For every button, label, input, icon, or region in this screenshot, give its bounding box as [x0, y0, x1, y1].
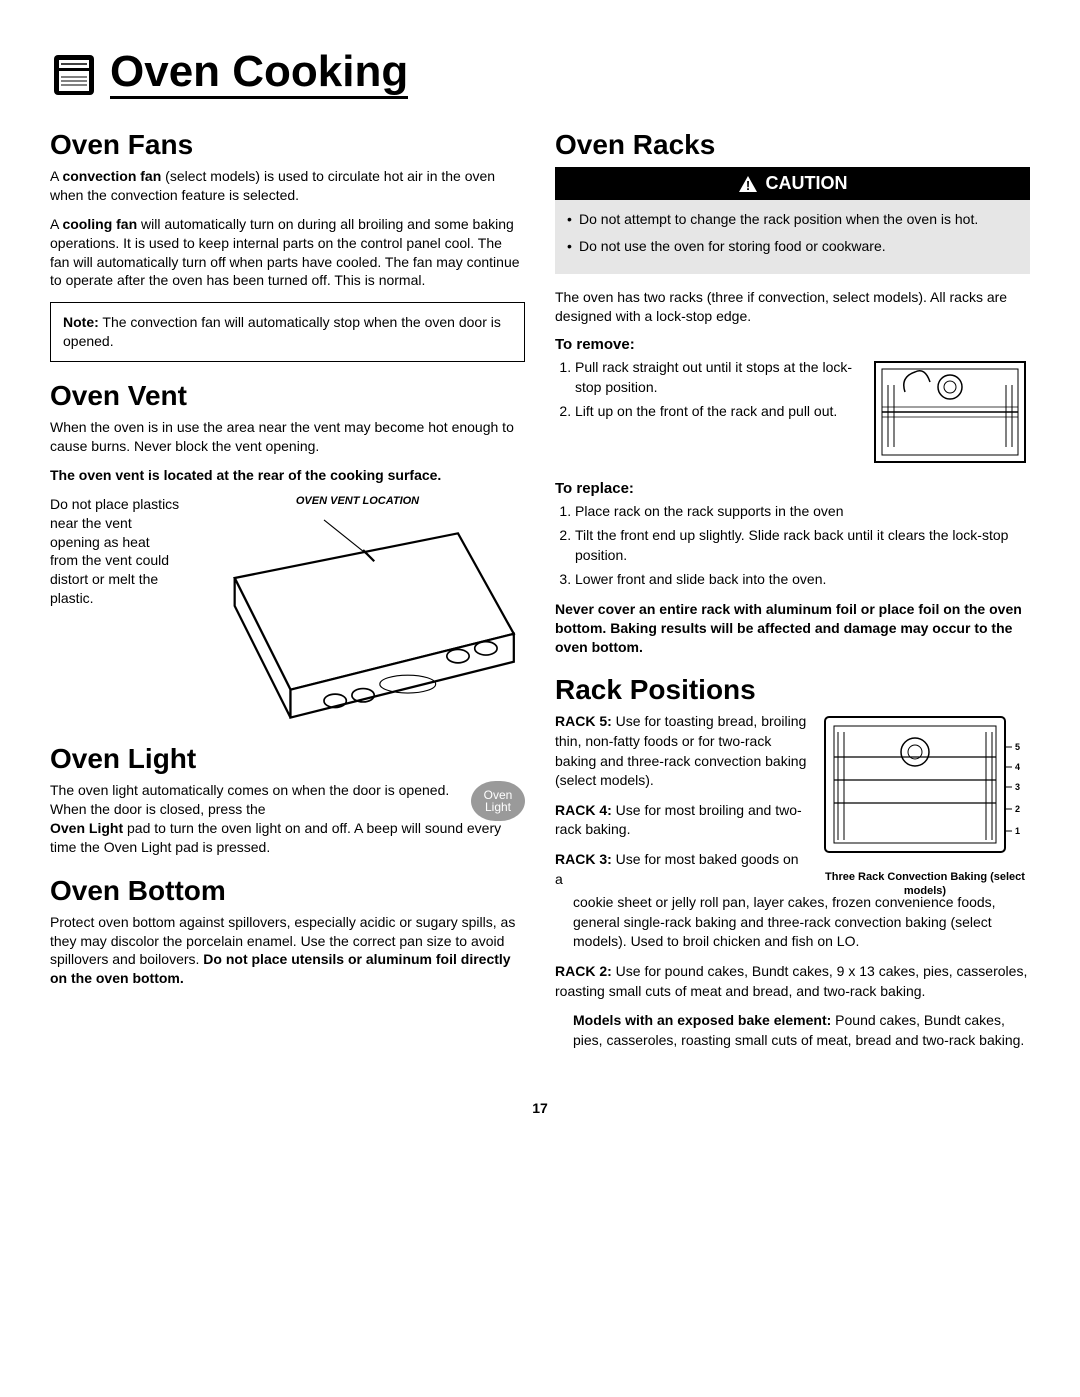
light-p1-part1: The oven light automatically comes on wh…	[50, 781, 461, 819]
text-bold: convection fan	[62, 168, 161, 184]
remove-row: Pull rack straight out until it stops at…	[555, 357, 1030, 472]
text: A	[50, 168, 62, 184]
rack-position-item: RACK 4: Use for most broiling and two-ra…	[555, 801, 808, 840]
heading-oven-fans: Oven Fans	[50, 129, 525, 161]
page-title-row: Oven Cooking	[50, 50, 1030, 99]
rack-position-item: RACK 2: Use for pound cakes, Bundt cakes…	[555, 962, 1030, 1001]
remove-figure	[870, 357, 1030, 472]
remove-step: Pull rack straight out until it stops at…	[575, 357, 860, 398]
caution-bar: ! CAUTION	[555, 167, 1030, 200]
remove-steps: Pull rack straight out until it stops at…	[555, 357, 860, 426]
heading-oven-racks: Oven Racks	[555, 129, 1030, 161]
page-number: 17	[50, 1100, 1030, 1116]
warning-icon: !	[738, 175, 758, 193]
caution-item: Do not use the oven for storing food or …	[567, 237, 1018, 256]
models-note: Models with an exposed bake element: Pou…	[555, 1011, 1030, 1050]
right-column: Oven Racks ! CAUTION Do not attempt to c…	[555, 129, 1030, 1060]
vent-p1: When the oven is in use the area near th…	[50, 418, 525, 456]
vent-figure-row: Do not place plastics near the vent open…	[50, 495, 525, 739]
rack-items-bottom: cookie sheet or jelly roll pan, layer ca…	[555, 893, 1030, 1001]
foil-warning: Never cover an entire rack with aluminum…	[555, 600, 1030, 657]
heading-oven-vent: Oven Vent	[50, 380, 525, 412]
replace-steps: Place rack on the rack supports in the o…	[555, 501, 1030, 590]
text: The oven light automatically comes on wh…	[50, 782, 449, 817]
cooktop-diagram	[190, 511, 525, 734]
fans-p2: A cooling fan will automatically turn on…	[50, 215, 525, 291]
svg-text:4: 4	[1015, 762, 1020, 772]
vent-side-text: Do not place plastics near the vent open…	[50, 495, 180, 608]
rack-position-item: RACK 3: Use for most baked goods on a	[555, 850, 808, 889]
rack-positions-figure: 54321 Three Rack Convection Baking (sele…	[820, 712, 1030, 897]
rack-positions-row: RACK 5: Use for toasting bread, broiling…	[555, 712, 1030, 899]
heading-text: Oven Light	[50, 743, 196, 775]
vent-caption: OVEN VENT LOCATION	[190, 495, 525, 507]
heading-oven-light: Oven Light	[50, 743, 525, 775]
fans-p1: A convection fan (select models) is used…	[50, 167, 525, 205]
caution-body: Do not attempt to change the rack positi…	[555, 200, 1030, 274]
light-p1-part2: Oven Light pad to turn the oven light on…	[50, 819, 525, 857]
rack-position-item-cont: cookie sheet or jelly roll pan, layer ca…	[555, 893, 1030, 952]
racks-intro: The oven has two racks (three if convect…	[555, 288, 1030, 326]
text: A	[50, 216, 62, 232]
remove-step: Lift up on the front of the rack and pul…	[575, 401, 860, 421]
to-replace-heading: To replace:	[555, 480, 1030, 497]
replace-step: Place rack on the rack supports in the o…	[575, 501, 1030, 521]
text-bold: cooling fan	[62, 216, 137, 232]
note-box: Note: The convection fan will automatica…	[50, 302, 525, 362]
rack-items-top: RACK 5: Use for toasting bread, broiling…	[555, 712, 808, 899]
oven-light-badge: Oven Light	[471, 781, 525, 821]
bottom-p1: Protect oven bottom against spillovers, …	[50, 913, 525, 989]
badge-line2: Light	[485, 801, 511, 813]
to-remove-heading: To remove:	[555, 336, 1030, 353]
note-label: Note:	[63, 314, 99, 330]
page-title: Oven Cooking	[110, 50, 408, 99]
svg-text:3: 3	[1015, 782, 1020, 792]
caution-item: Do not attempt to change the rack positi…	[567, 210, 1018, 229]
oven-icon	[50, 51, 98, 99]
replace-step: Tilt the front end up slightly. Slide ra…	[575, 525, 1030, 566]
content-columns: Oven Fans A convection fan (select model…	[50, 129, 1030, 1060]
models-note-label: Models with an exposed bake element:	[573, 1012, 831, 1028]
replace-step: Lower front and slide back into the oven…	[575, 569, 1030, 589]
text-bold: Oven Light	[50, 820, 123, 836]
svg-text:2: 2	[1015, 804, 1020, 814]
vent-p2: The oven vent is located at the rear of …	[50, 466, 525, 485]
caution-label: CAUTION	[766, 173, 848, 194]
vent-figure: OVEN VENT LOCATION	[190, 495, 525, 739]
rack-position-item: RACK 5: Use for toasting bread, broiling…	[555, 712, 808, 790]
note-text: The convection fan will automatically st…	[63, 314, 501, 349]
svg-text:1: 1	[1015, 826, 1020, 836]
left-column: Oven Fans A convection fan (select model…	[50, 129, 525, 1060]
heading-rack-positions: Rack Positions	[555, 674, 1030, 706]
svg-text:5: 5	[1015, 742, 1020, 752]
heading-oven-bottom: Oven Bottom	[50, 875, 525, 907]
svg-text:!: !	[745, 178, 749, 193]
